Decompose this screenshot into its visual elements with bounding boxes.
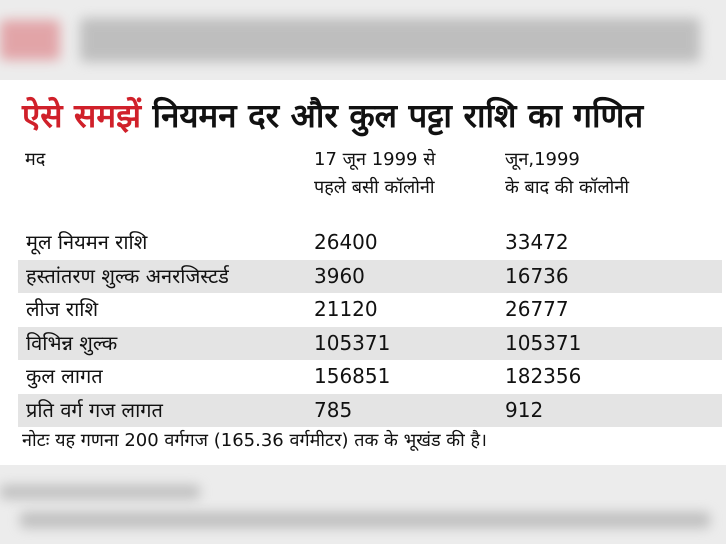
table-row: लीज राशि 21120 26777 — [18, 293, 722, 326]
value-cell: 33472 — [505, 230, 569, 254]
blurred-text — [0, 20, 60, 60]
header-cell: 17 जून 1999 से पहले बसी कॉलोनी — [314, 146, 435, 202]
header-line: जून,1999 — [505, 149, 580, 170]
value-cell: 912 — [505, 397, 544, 422]
header-cell: मद — [25, 149, 46, 170]
title-text: नियमन दर और कुल पट्टा राशि का गणित — [152, 96, 644, 135]
value-cell: 156851 — [314, 364, 391, 388]
header-cell: जून,1999 के बाद की कॉलोनी — [505, 146, 629, 202]
value-cell: 16736 — [505, 263, 569, 288]
blurred-text — [80, 18, 700, 62]
value-cell: 26400 — [314, 230, 378, 254]
table-row: कुल लागत 156851 182356 — [18, 360, 722, 393]
title: ऐसे समझें नियमन दर और कुल पट्टा राशि का … — [22, 92, 643, 137]
value-cell: 785 — [314, 397, 353, 422]
label-cell: लीज राशि — [26, 297, 99, 321]
blurred-text — [20, 512, 710, 528]
header-line: के बाद की कॉलोनी — [505, 177, 629, 198]
value-cell: 105371 — [505, 330, 582, 355]
table-row: विभिन्न शुल्क 105371 105371 — [18, 326, 722, 360]
value-cell: 26777 — [505, 297, 569, 321]
value-cell: 182356 — [505, 364, 582, 388]
header-line: 17 जून 1999 से — [314, 149, 436, 170]
label-cell: विभिन्न शुल्क — [26, 330, 118, 355]
label-cell: कुल लागत — [26, 364, 103, 388]
title-highlight: ऐसे समझें — [22, 96, 142, 135]
value-cell: 21120 — [314, 297, 378, 321]
blurred-text — [0, 485, 200, 499]
header-line: पहले बसी कॉलोनी — [314, 177, 435, 198]
label-cell: प्रति वर्ग गज लागत — [26, 397, 163, 422]
value-cell: 105371 — [314, 330, 391, 355]
value-cell: 3960 — [314, 263, 365, 288]
note: नोटः यह गणना 200 वर्गगज (165.36 वर्गमीटर… — [22, 430, 487, 451]
table-row: मूल नियमन राशि 26400 33472 — [18, 226, 722, 259]
label-cell: हस्तांतरण शुल्क अनरजिस्टर्ड — [26, 263, 229, 288]
table-row: हस्तांतरण शुल्क अनरजिस्टर्ड 3960 16736 — [18, 259, 722, 293]
table-panel: ऐसे समझें नियमन दर और कुल पट्टा राशि का … — [0, 80, 726, 465]
table-row: प्रति वर्ग गज लागत 785 912 — [18, 393, 722, 427]
label-cell: मूल नियमन राशि — [26, 230, 148, 254]
